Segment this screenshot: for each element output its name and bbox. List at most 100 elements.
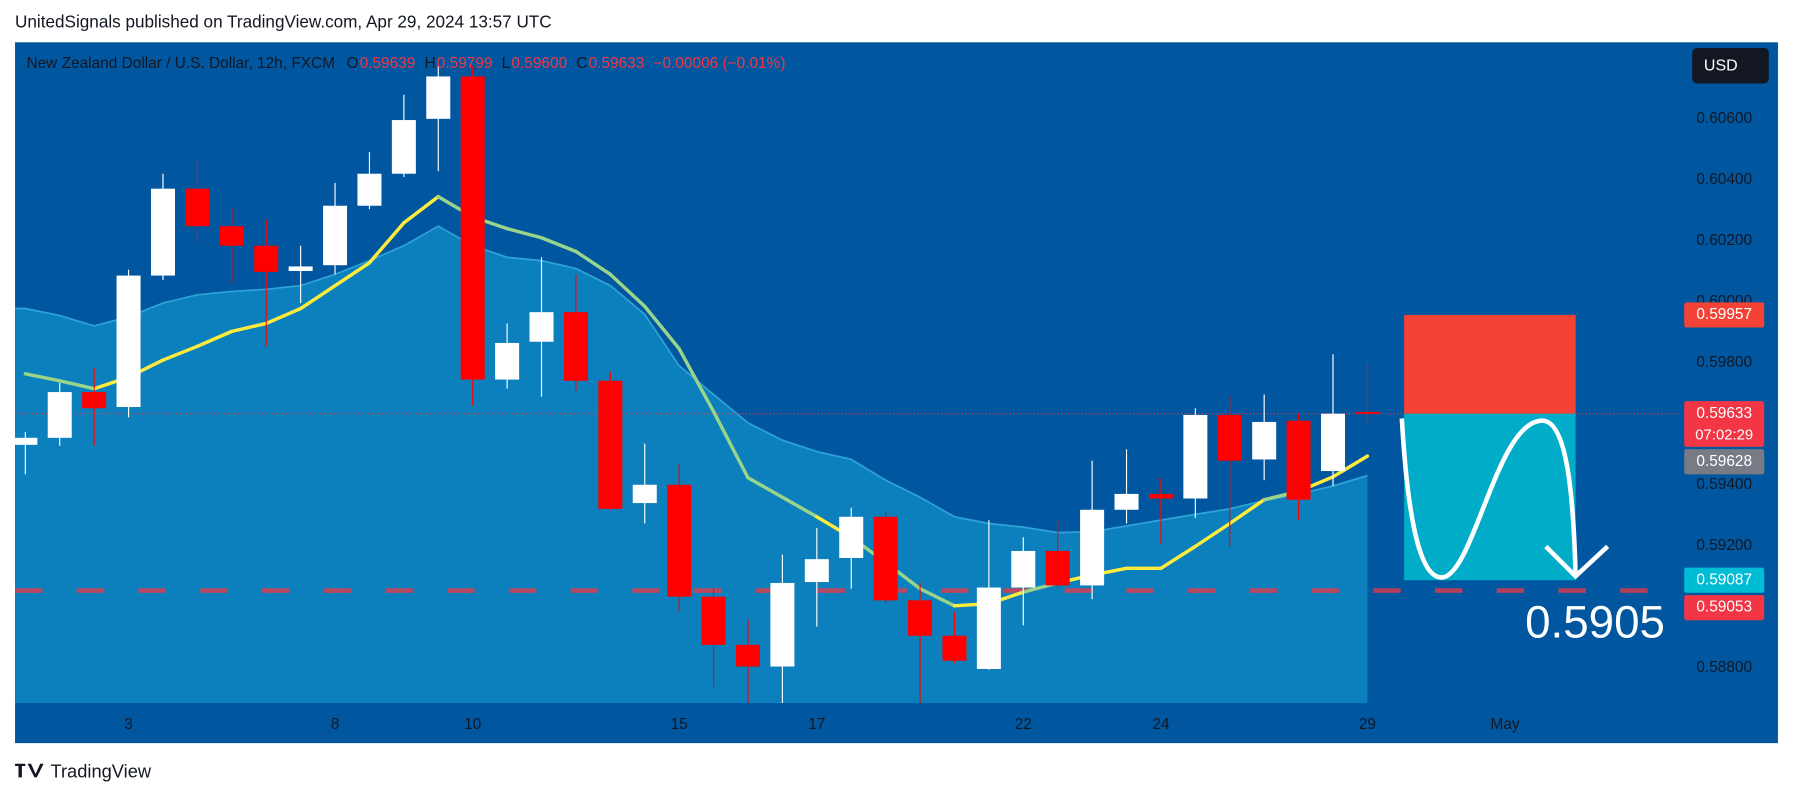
legend-key: C [576, 55, 587, 72]
price-label-box [1684, 449, 1765, 475]
price-label: 0.59087 [1696, 571, 1752, 588]
legend-value: 0.59799 [437, 55, 493, 72]
candle-body [254, 245, 279, 272]
ma-line-segment [264, 306, 303, 326]
legend-value: 0.59600 [511, 55, 567, 72]
candle-body [770, 582, 795, 667]
legend-key: L [502, 55, 511, 72]
ma-line-segment [298, 283, 337, 311]
x-tick-label: 8 [331, 716, 340, 733]
header-text: UnitedSignals published on TradingView.c… [15, 11, 552, 31]
y-tick-label: 0.60200 [1696, 232, 1752, 249]
price-label-box [1684, 595, 1765, 621]
candle-body [735, 644, 760, 667]
x-tick-label: May [1490, 716, 1519, 733]
candle-body [15, 437, 38, 445]
stop-zone [1404, 314, 1576, 414]
candle-body [1355, 411, 1380, 414]
candle-body [185, 188, 210, 227]
ma-line-segment [1159, 544, 1198, 571]
candle-body [598, 380, 623, 509]
legend-change: −0.00006 (−0.01%) [653, 55, 785, 72]
y-tick-label: 0.59800 [1696, 354, 1752, 371]
candle-body [942, 635, 967, 661]
ma-line-segment [1331, 454, 1370, 479]
candle-body [976, 587, 1001, 669]
projection-arrow [1544, 544, 1610, 580]
candle-body [288, 266, 313, 272]
legend-key: H [425, 55, 436, 72]
projection-curve [1399, 418, 1578, 580]
candle-body [1011, 550, 1036, 588]
price-label-countdown: 07:02:29 [1695, 427, 1753, 443]
price-label-box [1684, 302, 1765, 328]
candle-body [1114, 493, 1139, 510]
price-label: 0.59053 [1696, 599, 1752, 616]
candle-body [150, 188, 175, 276]
ma-line-segment [505, 226, 544, 240]
price-label: 0.59628 [1696, 453, 1752, 470]
legend-title: New Zealand Dollar / U.S. Dollar, 12h, F… [26, 55, 335, 72]
candle-body [701, 596, 726, 645]
y-tick-label: 0.60600 [1696, 110, 1752, 127]
price-label: 0.59633 [1696, 405, 1752, 422]
ma-line-segment [780, 495, 819, 519]
ma-band-edge [15, 225, 1368, 534]
ma-line-segment [918, 587, 957, 608]
candle-body [1045, 550, 1070, 586]
ma-line-segment [23, 372, 62, 383]
candle-body [495, 342, 520, 380]
x-tick-label: 29 [1359, 716, 1376, 733]
candle-body [1252, 421, 1277, 460]
ma-line-segment [1228, 497, 1266, 526]
price-label-box [1684, 401, 1765, 447]
currency-label[interactable]: USD [1704, 58, 1738, 75]
candle-body [82, 392, 107, 409]
legend: New Zealand Dollar / U.S. Dollar, 12h, F… [26, 55, 785, 72]
candle-body [357, 173, 382, 206]
legend-value: 0.59639 [360, 55, 416, 72]
ma-line-segment [746, 476, 785, 499]
x-tick-label: 3 [124, 716, 133, 733]
y-tick-label: 0.58800 [1696, 659, 1752, 676]
target-annotation: 0.5905 [1525, 596, 1665, 647]
ma-line-segment [58, 379, 96, 391]
candle-body [873, 516, 898, 601]
ma-line-segment [574, 249, 613, 277]
x-tick-label: 24 [1152, 716, 1170, 733]
candle-body [529, 312, 554, 342]
candle-body [391, 120, 416, 174]
candle-body [1148, 493, 1173, 499]
candle-body [116, 275, 141, 408]
plot-area [15, 66, 1681, 704]
ma-line-segment [1193, 521, 1232, 549]
price-label: 0.59957 [1696, 306, 1752, 323]
ma-line-segment [333, 261, 372, 288]
y-tick-label: 0.59400 [1696, 476, 1752, 493]
candle-body [219, 226, 244, 246]
brand-name: TradingView [50, 761, 151, 782]
ma-line-segment [643, 304, 681, 351]
ma-line-segment [539, 236, 578, 254]
axes: 3 8 10 15 17 22 24 29 May 0.58800 0.59200 0.59400 0.… [124, 110, 1765, 733]
price-label-box [1684, 567, 1765, 593]
candle-body [1080, 509, 1105, 586]
candle-body [839, 516, 864, 558]
candle-body [1183, 414, 1208, 499]
candle-body [1286, 420, 1311, 500]
ma-line-segment [677, 347, 716, 414]
currency-button[interactable] [1692, 48, 1769, 84]
ma-line-segment [367, 221, 406, 265]
legend-value: 0.59633 [589, 55, 645, 72]
y-tick-label: 0.59200 [1696, 537, 1752, 554]
x-tick-label: 10 [464, 716, 481, 733]
candle-body [563, 312, 588, 381]
candle-body [1217, 414, 1242, 461]
candle-body [426, 76, 451, 119]
ma-line-segment [402, 194, 440, 225]
brand-logo [15, 763, 44, 778]
ma-line-segment [608, 272, 647, 309]
ma-line-segment [161, 344, 200, 362]
